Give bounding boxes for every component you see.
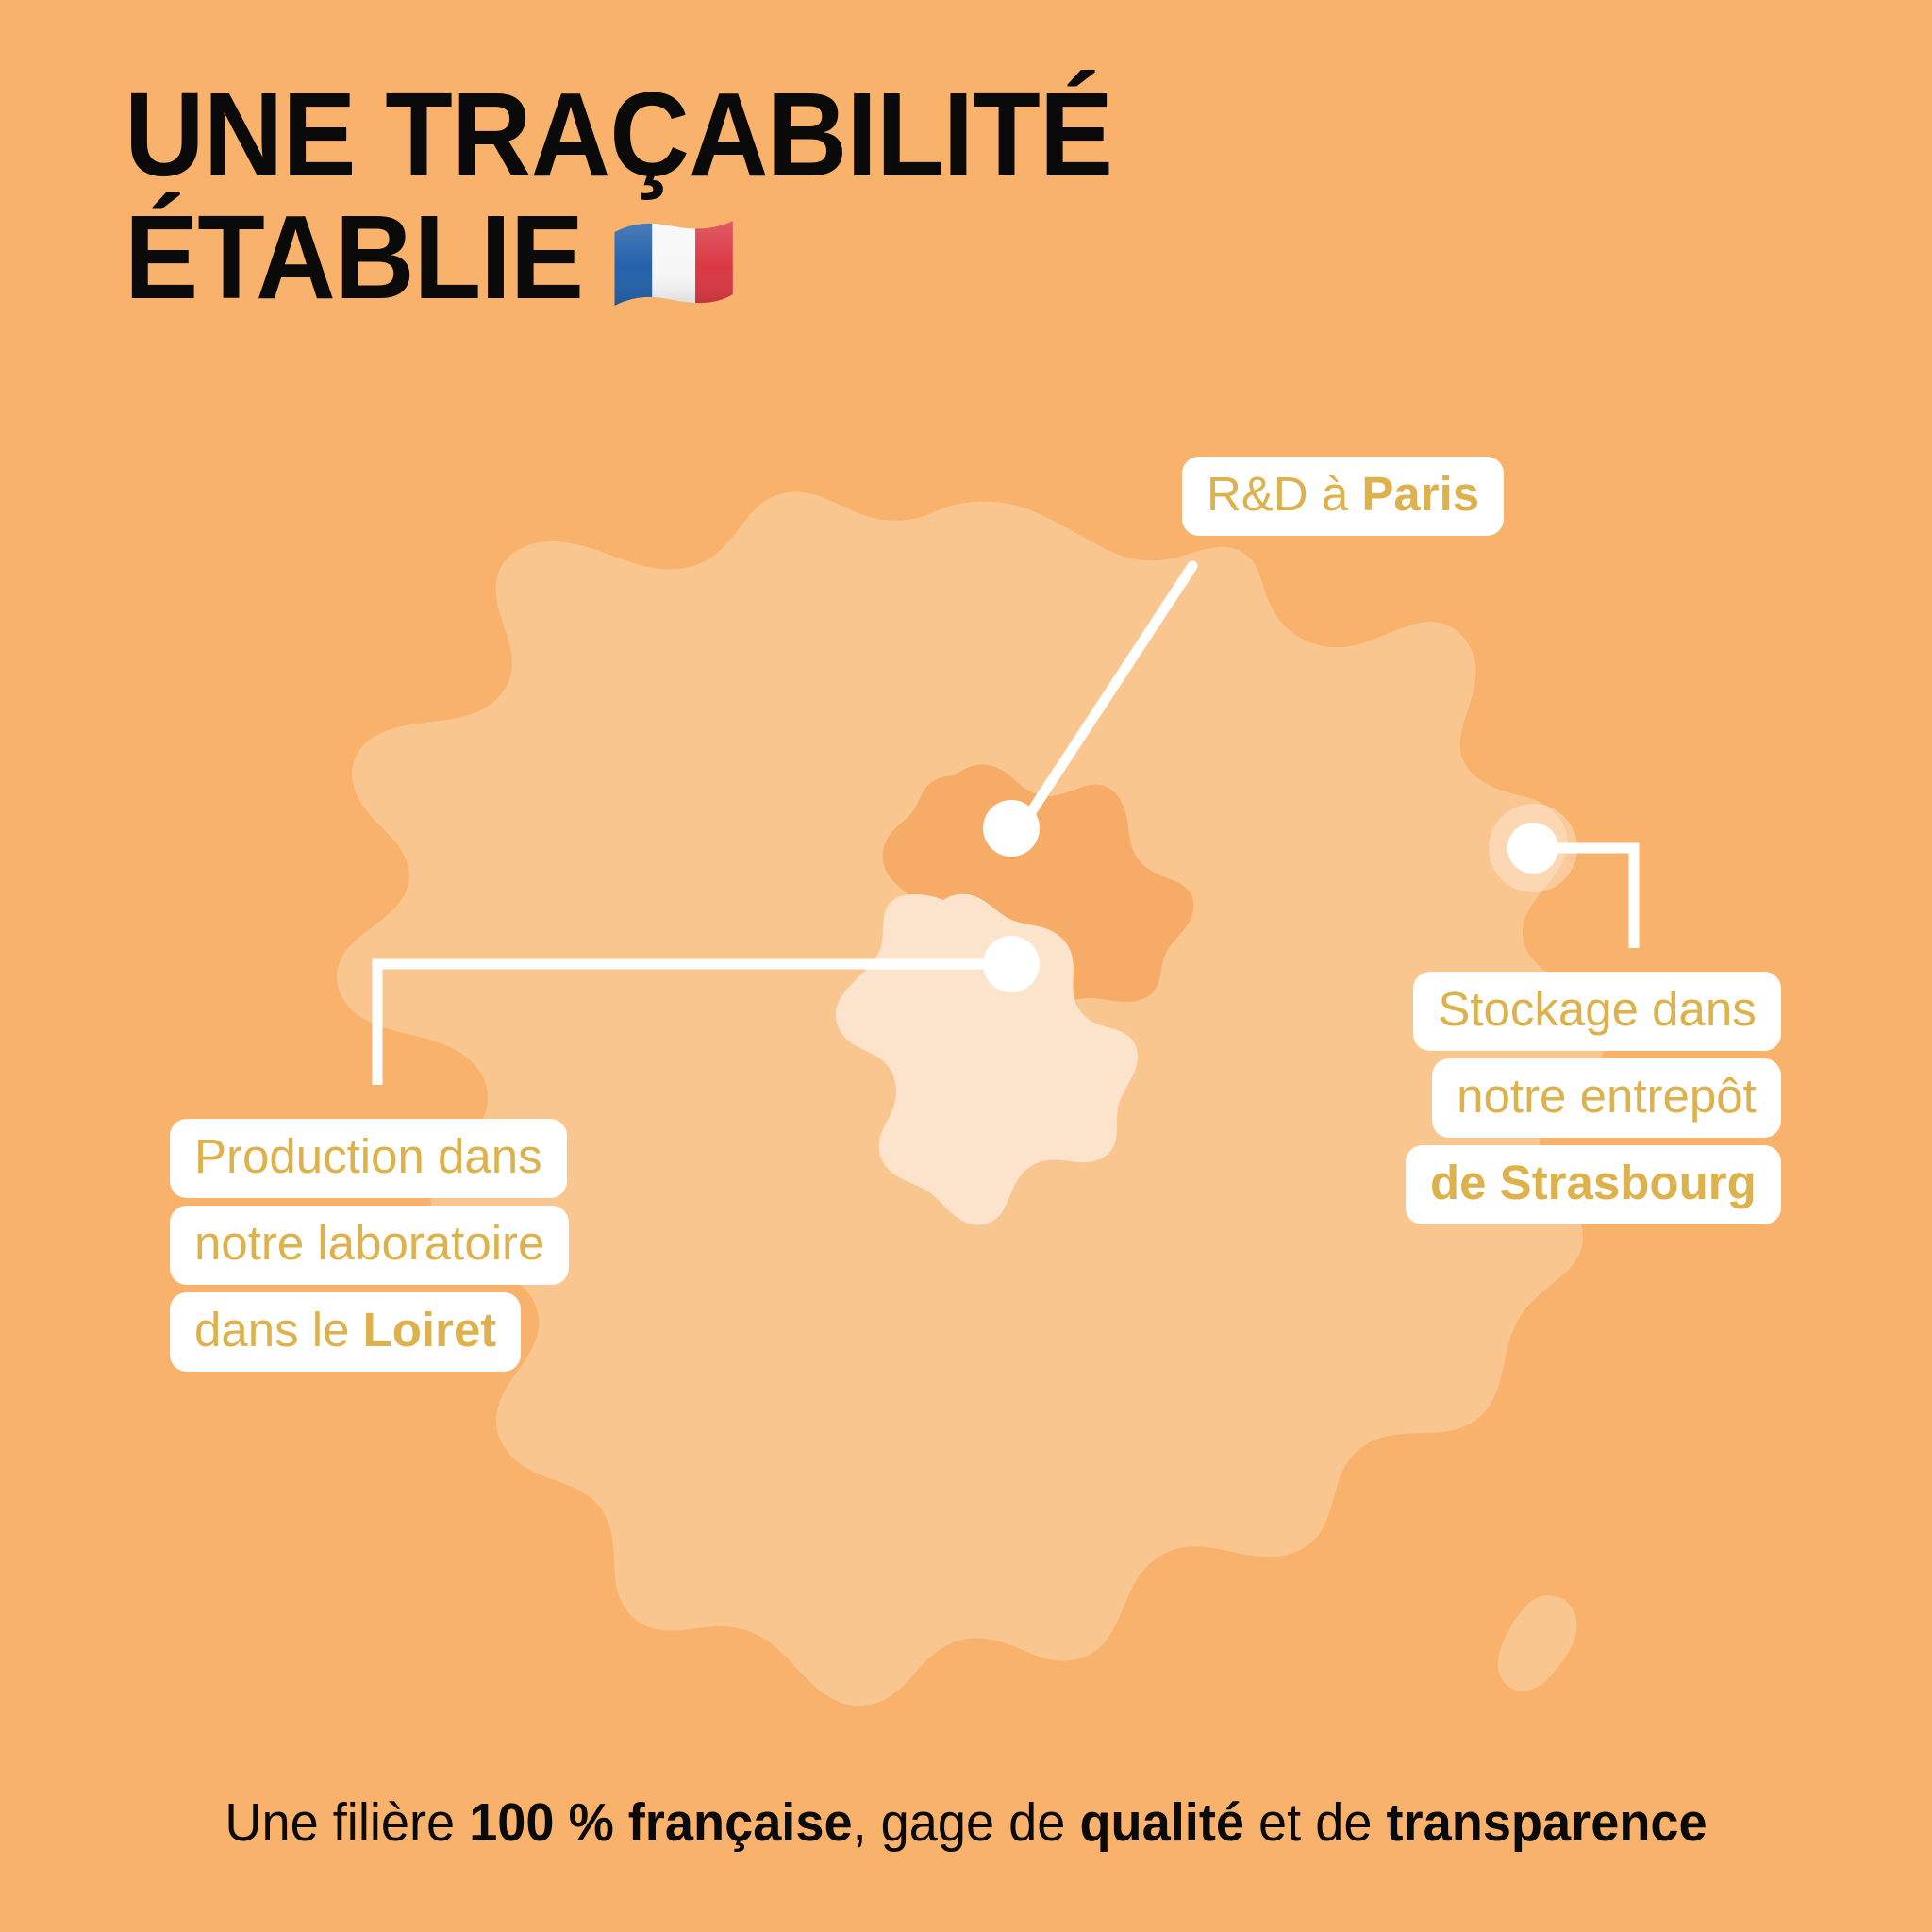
footer-seg-2: 100 % française — [469, 1792, 853, 1853]
page-title: UNE TRAÇABILITÉ ÉTABLIE — [125, 74, 1540, 319]
region-ile-de-france — [882, 764, 1194, 1050]
callout-loiret[interactable]: Production dans notre laboratoire dans l… — [170, 1119, 570, 1372]
strasbourg-marker — [1507, 823, 1558, 874]
callout-strasbourg-line-2: notre entrepôt — [1432, 1058, 1781, 1138]
callout-strasbourg-line-3-bold: de Strasbourg — [1430, 1156, 1757, 1209]
title-line-2-row: ÉTABLIE — [125, 196, 1441, 319]
loiret-marker — [983, 936, 1040, 992]
callout-strasbourg[interactable]: Stockage dans notre entrepôt de Strasbou… — [1406, 972, 1781, 1224]
footer-caption: Une filière 100 % française, gage de qua… — [48, 1791, 1884, 1854]
loiret-connector-line — [372, 958, 1011, 1085]
callout-strasbourg-line-1: Stockage dans — [1413, 972, 1781, 1051]
callout-paris-line-1: R&D à Paris — [1182, 457, 1505, 536]
callout-paris-line-1-plain: R&D à — [1207, 467, 1362, 521]
footer-seg-1: Une filière — [225, 1792, 470, 1853]
paris-connector-line — [1006, 560, 1198, 848]
callout-loiret-line-1: Production dans — [170, 1119, 567, 1198]
callout-loiret-line-3-bold: Loiret — [362, 1303, 497, 1357]
paris-marker — [983, 800, 1040, 857]
callout-loiret-line-3-plain: dans le — [194, 1303, 363, 1357]
footer-seg-3: , gage de — [852, 1792, 1080, 1853]
callout-strasbourg-line-2-plain: notre entrepôt — [1457, 1069, 1757, 1123]
title-line-1: UNE TRAÇABILITÉ — [125, 68, 1113, 201]
region-centre-val-de-loire — [835, 893, 1138, 1225]
callout-loiret-line-3: dans le Loiret — [170, 1292, 522, 1372]
title-line-2-text: ÉTABLIE — [125, 191, 584, 324]
callout-strasbourg-line-1-plain: Stockage dans — [1438, 982, 1757, 1036]
footer-seg-4: qualité — [1079, 1792, 1244, 1853]
callout-loiret-line-2-plain: notre laboratoire — [194, 1216, 545, 1270]
callout-loiret-line-2: notre laboratoire — [170, 1206, 570, 1285]
callout-loiret-line-1-plain: Production dans — [194, 1129, 542, 1183]
callout-paris-line-1-bold: Paris — [1361, 467, 1480, 521]
footer-seg-5: et de — [1243, 1792, 1387, 1853]
strasbourg-connector-line — [1533, 842, 1640, 948]
callout-paris[interactable]: R&D à Paris — [1182, 457, 1505, 536]
footer-seg-6: transparence — [1386, 1792, 1707, 1853]
french-flag-icon — [608, 209, 738, 306]
callout-strasbourg-line-3: de Strasbourg — [1406, 1145, 1781, 1224]
strasbourg-marker-halo — [1489, 804, 1577, 892]
